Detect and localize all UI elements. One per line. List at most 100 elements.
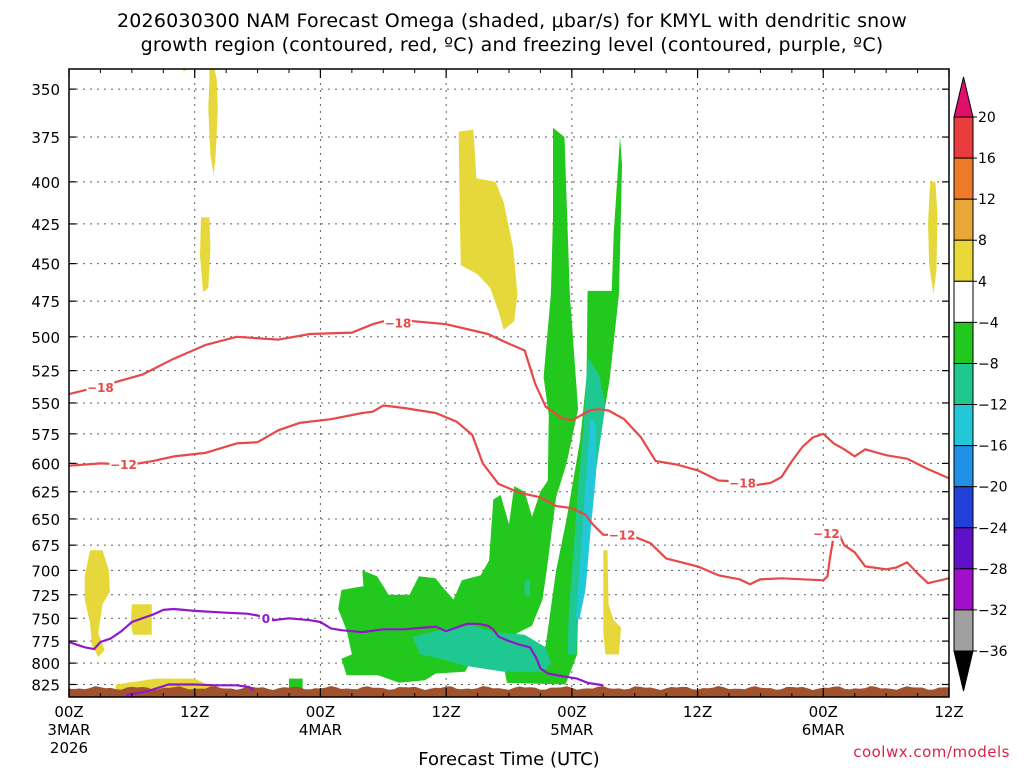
contour-label: −18 — [385, 316, 412, 330]
colorbar-label: −16 — [978, 439, 1008, 455]
colorbar-label: 16 — [978, 151, 996, 167]
colorbar-swatch — [953, 445, 974, 488]
y-tick-label: 525 — [31, 363, 60, 381]
x-tick-label: 00Z — [557, 703, 586, 721]
contour-label-bg — [812, 526, 841, 541]
x-tick-label: 12Z — [431, 703, 460, 721]
omega-region — [603, 550, 622, 655]
colorbar-swatch — [953, 239, 974, 282]
colorbar: 20 16 12 8 4 −4 −8 −12 −16 −20 −24 −28 −32 −36 — [953, 76, 1008, 692]
colorbar-label: −36 — [978, 644, 1008, 660]
omega-region — [338, 127, 579, 683]
colorbar-label: −28 — [978, 562, 1008, 578]
chart-title-line-2: growth region (contoured, red, ºC) and f… — [140, 34, 884, 56]
y-tick-label: 575 — [31, 426, 60, 444]
contour-labels: −18 −18 −18 −12 −12 −12 0 — [86, 315, 841, 626]
omega-region — [412, 625, 551, 672]
colorbar-label: 12 — [978, 192, 996, 208]
y-tick-label: 650 — [31, 511, 60, 529]
colorbar-swatch — [953, 116, 974, 159]
contour-label-bg — [383, 315, 412, 330]
omega-region — [208, 69, 218, 175]
colorbar-label: 8 — [978, 233, 987, 249]
omega-region — [576, 417, 596, 621]
omega-region — [458, 129, 518, 330]
y-tick-label: 725 — [31, 587, 60, 605]
contour-label: −12 — [813, 527, 840, 541]
omega-region — [928, 181, 938, 294]
y-tick-label: 825 — [31, 676, 60, 694]
x-tick-label: 12Z — [683, 703, 712, 721]
y-tick-label: 600 — [31, 455, 60, 473]
contour-label-bg — [109, 457, 138, 472]
colorbar-top-arrow — [953, 76, 974, 118]
x-tick-label: 00Z — [54, 703, 83, 721]
colorbar-swatch — [953, 568, 974, 611]
colorbar-label: −12 — [978, 398, 1008, 414]
contour-label: −18 — [729, 476, 756, 490]
y-tick-label: 775 — [31, 633, 60, 651]
colorbar-swatch — [953, 486, 974, 529]
x-tick-date: 3MAR — [47, 721, 90, 739]
contour-label: −12 — [609, 528, 636, 542]
contour-line — [125, 683, 255, 697]
y-tick-label: 400 — [31, 174, 60, 192]
colorbar-swatch — [953, 157, 974, 200]
colorbar-label: 20 — [978, 110, 996, 126]
colorbar-swatch — [953, 404, 974, 447]
colorbar-swatch — [953, 198, 974, 241]
x-tick-label: 00Z — [809, 703, 838, 721]
x-tick-label: 00Z — [306, 703, 335, 721]
colorbar-swatch — [953, 363, 974, 406]
contour-label: −18 — [87, 381, 114, 395]
y-axis: 350 375 400 425 450 475 500 525 550 575 600 625 650 6… — [31, 81, 949, 694]
x-tick-year: 2026 — [50, 739, 88, 757]
colorbar-swatch — [953, 321, 974, 364]
contour-line — [69, 318, 949, 488]
colorbar-label: −32 — [978, 603, 1008, 619]
x-tick-date: 5MAR — [550, 721, 593, 739]
contour-line — [69, 607, 604, 687]
contour-label: 0 — [262, 612, 270, 626]
colorbar-label: −8 — [978, 356, 999, 372]
site-credit: coolwx.com/models — [853, 743, 1010, 761]
x-tick-date: 6MAR — [802, 721, 845, 739]
colorbar-label: −20 — [978, 480, 1008, 496]
omega-shading — [84, 69, 938, 697]
y-tick-label: 475 — [31, 293, 60, 311]
x-axis-label: Forecast Time (UTC) — [418, 749, 599, 768]
contour-label-bg — [608, 527, 637, 542]
y-tick-label: 375 — [31, 129, 60, 147]
y-tick-label: 800 — [31, 655, 60, 673]
x-tick-label: 12Z — [934, 703, 963, 721]
contour-label-bg — [259, 611, 272, 626]
y-tick-label: 700 — [31, 562, 60, 580]
omega-region — [289, 678, 303, 689]
y-tick-label: 500 — [31, 329, 60, 347]
y-tick-label: 350 — [31, 81, 60, 99]
colorbar-label: −24 — [978, 521, 1008, 537]
y-tick-label: 450 — [31, 256, 60, 274]
omega-region — [200, 217, 211, 293]
y-tick-label: 425 — [31, 216, 60, 234]
contour-label-bg — [728, 475, 757, 490]
contour-label-bg — [86, 380, 115, 395]
y-tick-label: 625 — [31, 484, 60, 502]
y-tick-label: 750 — [31, 610, 60, 628]
x-tick-label: 12Z — [180, 703, 209, 721]
contour-label: −12 — [110, 458, 137, 472]
chart-title-line-1: 2026030300 NAM Forecast Omega (shaded, μ… — [116, 10, 907, 32]
colorbar-label: 4 — [978, 274, 987, 290]
colorbar-swatch — [953, 609, 974, 652]
y-tick-label: 675 — [31, 537, 60, 555]
colorbar-bottom-arrow — [953, 650, 974, 692]
omega-region — [524, 580, 530, 596]
colorbar-swatch — [953, 527, 974, 570]
colorbar-label: −4 — [978, 315, 999, 331]
omega-region — [84, 550, 110, 657]
y-tick-label: 550 — [31, 395, 60, 413]
x-tick-date: 4MAR — [299, 721, 342, 739]
colorbar-swatch — [953, 280, 974, 323]
